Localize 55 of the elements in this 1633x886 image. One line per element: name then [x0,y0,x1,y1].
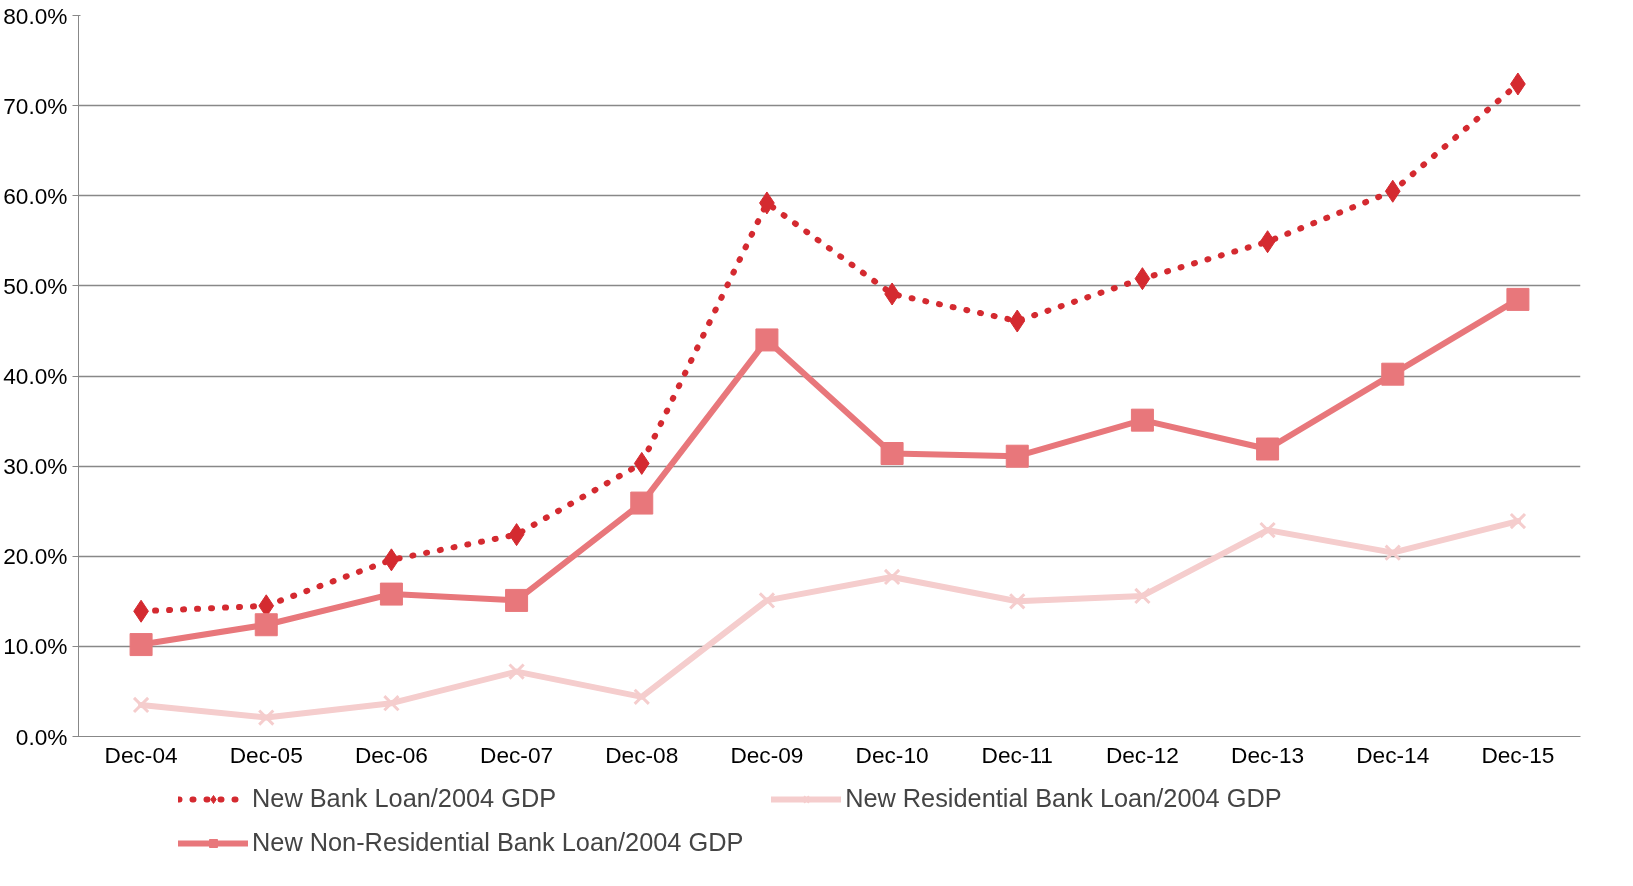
y-tick-label: 60.0% [3,182,68,209]
x-tick-label: Dec-04 [104,741,178,768]
point [129,633,153,657]
y-tick-label: 20.0% [3,543,68,570]
point [1130,408,1154,432]
point [1509,512,1527,530]
point [630,491,654,515]
y-tick-label: 70.0% [3,92,68,119]
y-tick-label: 10.0% [3,633,68,660]
y-tick-label: 40.0% [3,363,68,389]
point [633,688,651,706]
point [758,591,776,609]
point [508,663,526,681]
point [1384,544,1402,562]
y-tick-label: 80.0% [3,2,68,29]
x-tick-label: Dec-07 [480,741,554,768]
y-tick-label: 0.0% [15,723,68,750]
point [1256,437,1280,461]
x-tick-label: Dec-11 [981,741,1053,768]
point [1008,592,1026,610]
point [508,523,525,547]
point [883,568,901,586]
x-tick-label: Dec-05 [229,741,303,768]
point [132,696,150,714]
y-tick-label: 30.0% [3,453,68,480]
x-tick-label: Dec-13 [1231,741,1305,768]
point [755,328,779,352]
point [257,709,275,727]
x-tick-label: Dec-08 [605,741,679,768]
legend-label: New Residential Bank Loan/2004 GDP [845,784,1282,813]
x-tick-label: Dec-09 [730,741,804,768]
point [1009,309,1026,333]
point [1259,521,1277,539]
point [1384,179,1401,203]
point [1381,362,1405,386]
x-tick-label: Dec-15 [1481,741,1555,768]
point [1133,587,1151,605]
point [1134,267,1151,291]
point [633,451,650,475]
x-tick-label: Dec-06 [354,741,428,768]
point [383,548,400,572]
x-tick-label: Dec-12 [1105,741,1179,768]
legend-label: New Bank Loan/2004 GDP [252,784,557,813]
point [379,582,403,606]
point [254,613,278,637]
point [880,442,904,466]
point [1259,230,1276,254]
x-tick-label: Dec-10 [855,741,929,768]
point [505,588,529,612]
x-tick-label: Dec-14 [1356,741,1430,768]
legend-label: New Non-Residential Bank Loan/2004 GDP [252,828,744,857]
y-tick-label: 50.0% [3,272,68,299]
point [1005,444,1029,468]
point [1506,287,1530,311]
point [382,694,400,712]
